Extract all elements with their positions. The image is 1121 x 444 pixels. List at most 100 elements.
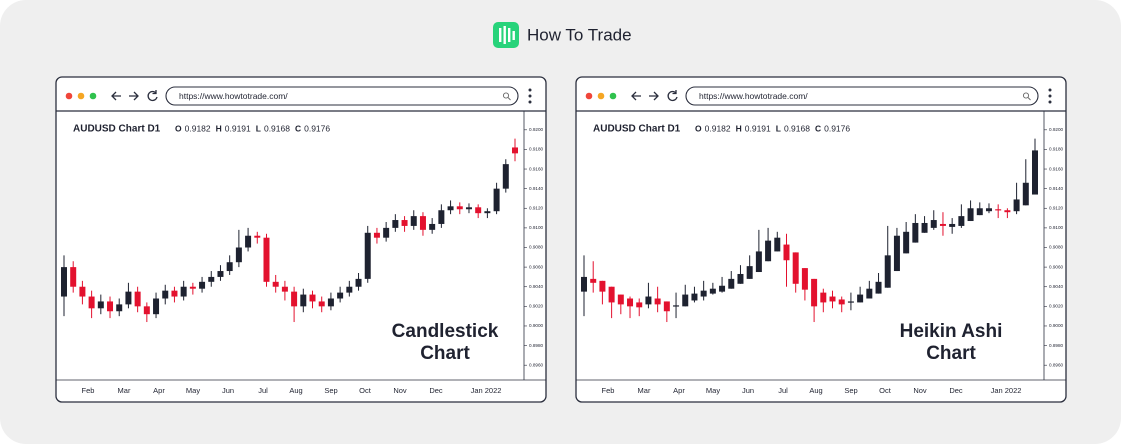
candle-body bbox=[857, 294, 864, 303]
candle-body bbox=[79, 286, 86, 297]
y-tick-label: 0.9160 bbox=[529, 166, 543, 171]
candle-body bbox=[383, 227, 390, 238]
search-icon bbox=[1022, 92, 1030, 99]
candle-body bbox=[88, 296, 95, 309]
logo-tile bbox=[493, 22, 519, 48]
candle-body bbox=[419, 216, 426, 230]
candle-body bbox=[263, 237, 270, 282]
candle-body bbox=[792, 252, 799, 284]
candle-body bbox=[125, 291, 132, 305]
x-tick-label: Nov bbox=[913, 386, 927, 395]
candle-body bbox=[272, 281, 279, 287]
candle-body bbox=[682, 294, 689, 307]
menu-dot[interactable] bbox=[1048, 100, 1052, 104]
x-tick-label: Mar bbox=[638, 386, 651, 395]
candle-body bbox=[921, 222, 928, 233]
candle-body bbox=[949, 223, 956, 227]
x-tick-label: Apr bbox=[673, 386, 685, 395]
menu-dot[interactable] bbox=[528, 94, 532, 98]
chart-label: Chart bbox=[420, 343, 470, 364]
candle-body bbox=[617, 294, 624, 305]
candle-body bbox=[300, 294, 307, 307]
candle-body bbox=[783, 244, 790, 261]
y-tick-label: 0.9080 bbox=[529, 245, 543, 250]
y-tick-label: 0.9000 bbox=[1049, 323, 1063, 328]
candle-body bbox=[599, 280, 606, 292]
search-icon bbox=[502, 92, 510, 99]
ohlc-key: H bbox=[216, 123, 222, 133]
ohlc-value: 0.9191 bbox=[225, 123, 251, 133]
back-button[interactable] bbox=[111, 91, 121, 101]
logo-bar bbox=[508, 28, 511, 42]
candle-body bbox=[199, 281, 206, 289]
x-tick-label: May bbox=[186, 386, 200, 395]
candle-body bbox=[410, 216, 417, 226]
url-text: https://www.howtotrade.com/ bbox=[179, 91, 288, 101]
y-tick-label: 0.8980 bbox=[529, 343, 543, 348]
y-tick-label: 0.9200 bbox=[529, 127, 543, 132]
candle-body bbox=[673, 305, 680, 307]
x-tick-label: Jun bbox=[742, 386, 754, 395]
candle-body bbox=[493, 188, 500, 212]
chart-title: AUDUSD Chart D1 bbox=[593, 124, 681, 135]
candle-body bbox=[401, 220, 408, 226]
candle-body bbox=[995, 209, 1002, 211]
chart-label: Candlestick bbox=[392, 321, 499, 342]
y-tick-label: 0.9200 bbox=[1049, 127, 1063, 132]
candle-body bbox=[61, 267, 67, 297]
menu-dot[interactable] bbox=[528, 100, 532, 104]
candle-body bbox=[1013, 199, 1020, 212]
window-frame bbox=[55, 76, 547, 403]
candle-body bbox=[153, 298, 160, 315]
chart-title: AUDUSD Chart D1 bbox=[73, 124, 161, 135]
candle-body bbox=[318, 301, 325, 307]
reload-button[interactable] bbox=[667, 90, 678, 102]
forward-button[interactable] bbox=[129, 91, 139, 101]
candle-body bbox=[189, 286, 196, 289]
candle-body bbox=[755, 251, 762, 273]
candle-body bbox=[663, 301, 670, 312]
candle-body bbox=[208, 276, 215, 282]
ohlc-key: O bbox=[695, 123, 702, 133]
back-button[interactable] bbox=[631, 91, 641, 101]
candle-body bbox=[309, 294, 316, 302]
x-tick-label: Feb bbox=[82, 386, 95, 395]
candle-body bbox=[254, 235, 261, 238]
y-tick-label: 0.9020 bbox=[1049, 304, 1063, 309]
ohlc-value: 0.9182 bbox=[185, 123, 211, 133]
x-tick-label: Feb bbox=[602, 386, 615, 395]
chart-label: Heikin Ashi bbox=[900, 321, 1003, 342]
address-bar[interactable] bbox=[685, 86, 1039, 106]
candle-body bbox=[235, 247, 242, 263]
x-tick-label: Aug bbox=[809, 386, 822, 395]
candle-body bbox=[502, 164, 509, 189]
y-tick-label: 0.9100 bbox=[529, 225, 543, 230]
candle-body bbox=[728, 278, 735, 289]
y-tick-label: 0.8980 bbox=[1049, 343, 1063, 348]
candle-body bbox=[976, 208, 983, 216]
x-tick-label: Sep bbox=[324, 386, 337, 395]
forward-button[interactable] bbox=[649, 91, 659, 101]
y-tick-label: 0.9140 bbox=[529, 186, 543, 191]
y-tick-label: 0.9060 bbox=[529, 264, 543, 269]
brand-name: How To Trade bbox=[527, 25, 632, 44]
y-tick-label: 0.8960 bbox=[529, 362, 543, 367]
reload-button[interactable] bbox=[147, 90, 158, 102]
x-tick-label: Oct bbox=[359, 386, 372, 395]
address-bar[interactable] bbox=[165, 86, 519, 106]
candle-body bbox=[171, 290, 178, 297]
menu-dot[interactable] bbox=[1048, 94, 1052, 98]
window-dot bbox=[65, 92, 73, 100]
ohlc-value: 0.9191 bbox=[745, 123, 771, 133]
candle-body bbox=[608, 286, 615, 303]
x-tick-label: Jun bbox=[222, 386, 234, 395]
x-tick-label: Mar bbox=[118, 386, 131, 395]
candle-body bbox=[217, 271, 224, 277]
candle-body bbox=[709, 288, 716, 294]
menu-dot[interactable] bbox=[528, 88, 532, 92]
y-tick-label: 0.9140 bbox=[1049, 186, 1063, 191]
url-text: https://www.howtotrade.com/ bbox=[699, 91, 808, 101]
menu-dot[interactable] bbox=[1048, 88, 1052, 92]
candle-body bbox=[143, 306, 150, 315]
